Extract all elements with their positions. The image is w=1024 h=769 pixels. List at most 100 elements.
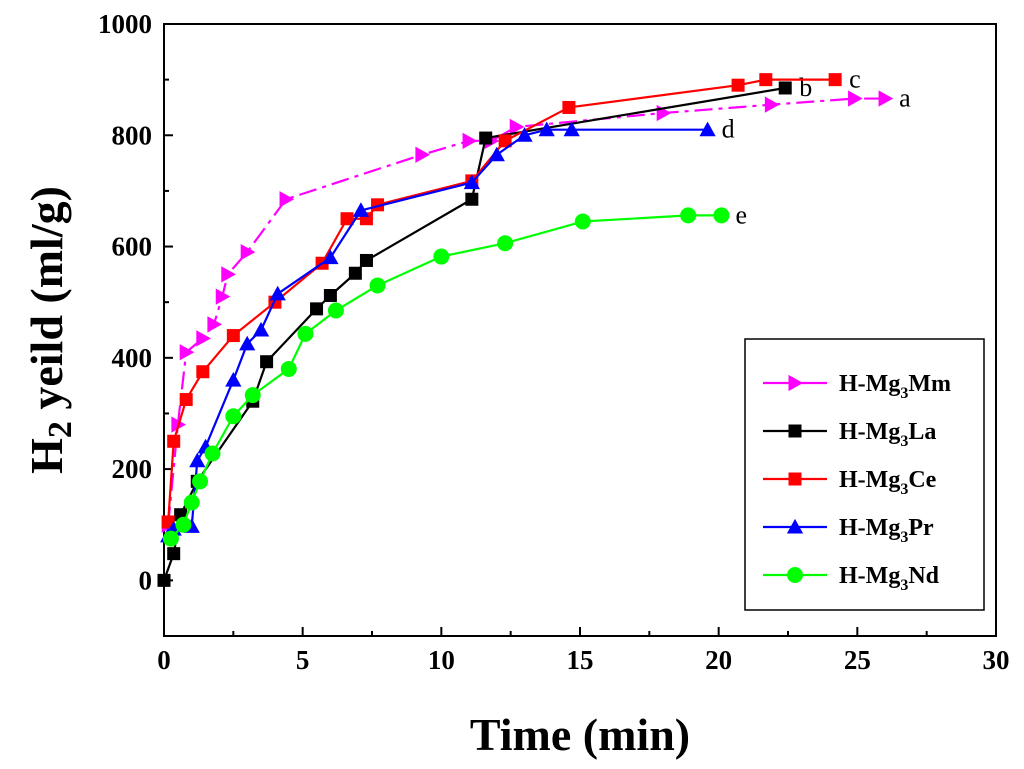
- series-line: [170, 214, 722, 540]
- data-point: [764, 96, 780, 113]
- y-axis-title: H2 yeild (ml/g): [21, 186, 79, 474]
- curve-label: d: [722, 115, 735, 144]
- legend-label: H-Mg3Nd: [839, 563, 940, 594]
- y-axis-title-main: H: [21, 438, 72, 474]
- data-point: [297, 325, 314, 342]
- data-point: [731, 78, 745, 92]
- data-point: [786, 518, 804, 534]
- data-point: [260, 355, 274, 369]
- data-point: [240, 243, 256, 261]
- y-tick-label: 1000: [98, 9, 152, 39]
- data-point: [239, 335, 256, 351]
- x-tick-label: 15: [567, 645, 594, 675]
- legend-label: H-Mg3Mm: [839, 371, 951, 402]
- data-point: [183, 494, 200, 511]
- y-tick-label: 200: [112, 454, 153, 484]
- legend-box: [744, 338, 985, 611]
- y-axis-title-sub: 2: [42, 421, 79, 438]
- data-point: [252, 321, 270, 337]
- data-point: [352, 202, 370, 217]
- data-point: [463, 174, 480, 190]
- data-point: [204, 445, 221, 462]
- data-point: [348, 266, 362, 280]
- series-H-Mg3Nd: e: [162, 200, 747, 547]
- data-point: [369, 277, 386, 294]
- series-H-Mg3La: b: [157, 73, 812, 587]
- y-tick-label: 600: [112, 232, 153, 262]
- legend-label: H-Mg3Pr: [839, 515, 934, 546]
- series-H-Mg3Mm: a: [161, 84, 911, 533]
- data-point: [497, 235, 514, 252]
- data-point: [157, 573, 171, 587]
- data-point: [179, 344, 195, 361]
- data-point: [340, 212, 354, 226]
- y-tick-label: 800: [112, 120, 153, 150]
- data-point: [878, 90, 894, 107]
- x-tick-label: 5: [296, 645, 310, 675]
- y-tick-label: 400: [112, 343, 153, 373]
- data-point: [175, 516, 192, 533]
- curve-label: e: [735, 200, 747, 229]
- x-tick-label: 25: [844, 645, 871, 675]
- data-point: [279, 191, 295, 208]
- data-point: [269, 285, 286, 301]
- data-point: [167, 547, 181, 561]
- data-point: [225, 408, 242, 425]
- data-point: [788, 472, 802, 486]
- x-tick-label: 0: [157, 645, 171, 675]
- data-point: [574, 213, 591, 230]
- data-point: [196, 330, 211, 347]
- data-point: [244, 387, 261, 404]
- series-H-Mg3Ce: c: [161, 65, 861, 529]
- data-point: [713, 207, 730, 224]
- data-point: [538, 121, 555, 137]
- data-point: [221, 266, 236, 283]
- legend: H-Mg3Mm H-Mg3La H-Mg3Ce H-Mg3Pr H-Mg3Nd: [744, 338, 985, 611]
- data-point: [488, 146, 505, 162]
- series-line: [167, 128, 708, 537]
- data-point: [226, 329, 240, 343]
- tick-labels: 0 5 10 15 20 25 30 0 200 400 600 800 1000: [98, 9, 1010, 675]
- data-point: [359, 253, 373, 267]
- series-H-Mg3Pr: d: [160, 115, 735, 543]
- data-point: [680, 207, 697, 224]
- series-group: a b c d e: [157, 65, 911, 587]
- curve-label: a: [899, 84, 911, 113]
- data-point: [828, 73, 842, 87]
- data-point: [462, 132, 478, 149]
- data-point: [280, 360, 297, 377]
- data-point: [563, 121, 580, 137]
- data-point: [192, 473, 209, 490]
- data-point: [516, 127, 533, 142]
- data-point: [189, 452, 206, 468]
- x-axis-title: Time (min): [470, 709, 690, 760]
- data-point: [433, 248, 450, 265]
- data-point: [509, 118, 525, 136]
- legend-label: H-Mg3La: [839, 419, 936, 450]
- x-tick-label: 20: [705, 645, 732, 675]
- data-point: [323, 289, 337, 303]
- data-point: [788, 374, 804, 392]
- x-tick-label: 30: [983, 645, 1010, 675]
- axes-frame: [163, 23, 997, 637]
- data-point: [778, 81, 792, 95]
- legend-label: H-Mg3Ce: [839, 467, 937, 498]
- data-point: [162, 530, 179, 547]
- data-point: [310, 302, 324, 316]
- data-point: [788, 424, 802, 438]
- data-point: [787, 567, 803, 583]
- curve-label: c: [849, 65, 861, 94]
- curve-label: b: [799, 73, 812, 102]
- y-axis-title-rest: yeild (ml/g): [21, 186, 72, 421]
- data-point: [327, 302, 344, 319]
- data-point: [196, 365, 210, 379]
- data-point: [699, 121, 716, 137]
- x-tick-label: 10: [428, 645, 455, 675]
- data-point: [465, 192, 479, 206]
- data-point: [759, 73, 773, 87]
- data-point: [167, 434, 181, 448]
- data-point: [322, 249, 339, 265]
- data-point: [479, 131, 493, 145]
- data-point: [225, 371, 242, 387]
